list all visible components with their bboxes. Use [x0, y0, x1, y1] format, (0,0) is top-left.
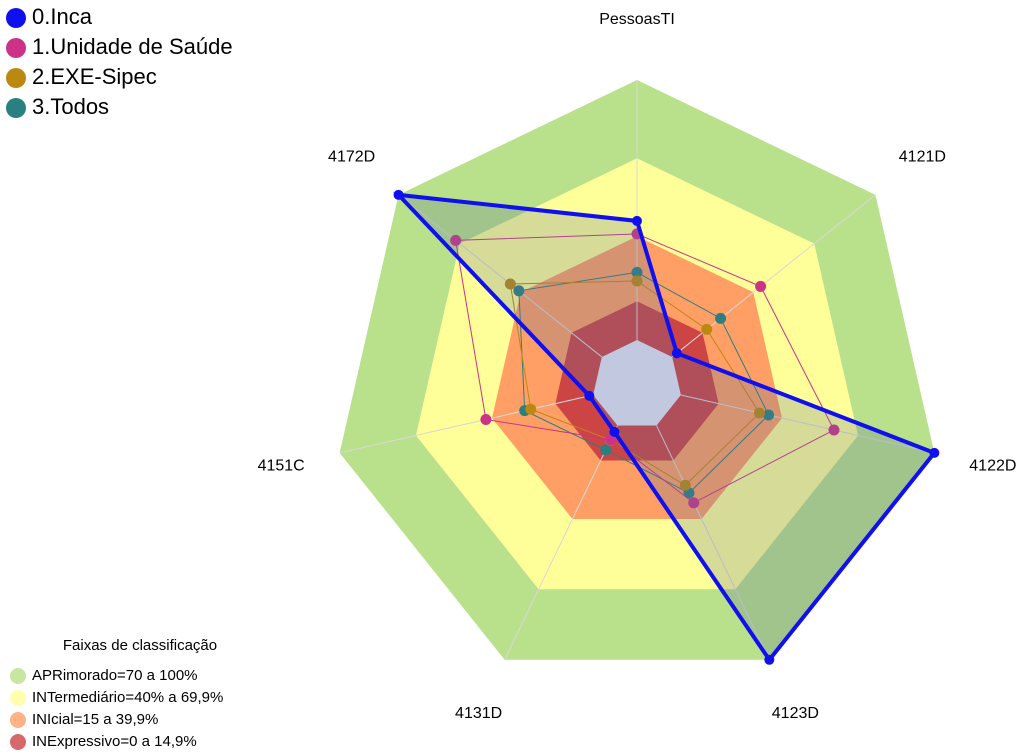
point [631, 275, 643, 287]
point [764, 654, 775, 665]
series-line [393, 192, 938, 664]
axis-label: PessoasTI [599, 11, 675, 28]
series-line [455, 233, 835, 504]
axis-label: 4151C [258, 457, 305, 474]
series-line [518, 271, 770, 494]
legend-marker [6, 98, 26, 118]
legend-marker [6, 68, 26, 88]
axis-label: 4123D [772, 705, 819, 722]
band-legend-label: INExpressivo=0 a 14,9% [32, 733, 197, 750]
band-legend-marker [10, 690, 26, 706]
point [605, 434, 617, 446]
point [450, 234, 462, 246]
legend-label: 2.EXE-Sipec [32, 64, 157, 89]
point [504, 278, 516, 290]
point [679, 479, 691, 491]
point [513, 285, 525, 297]
point [632, 215, 642, 226]
point [609, 426, 620, 437]
point [631, 266, 643, 278]
axis-label: 4121D [899, 149, 946, 166]
spoke [339, 394, 594, 454]
legend-label: 0.Inca [32, 4, 93, 29]
point [584, 390, 595, 401]
point [828, 424, 840, 436]
point [671, 348, 682, 359]
band-legend-marker [10, 734, 26, 750]
point [701, 323, 713, 335]
point [600, 444, 612, 456]
point [755, 280, 767, 292]
legend-label: 3.Todos [32, 94, 109, 119]
spoke [656, 425, 770, 661]
point [753, 407, 765, 419]
legend-label: 1.Unidade de Saúde [32, 34, 233, 59]
band-legend-label: INIcial=15 a 39,9% [32, 711, 158, 728]
bands-legend-title: Faixas de classificação [63, 637, 217, 654]
point [525, 403, 537, 415]
legend-marker [6, 38, 26, 58]
band-legend-marker [10, 712, 26, 728]
point [929, 447, 940, 458]
point [480, 413, 492, 425]
axis-label: 4131D [455, 705, 502, 722]
band-legend-label: APRimorado=70 a 100% [32, 667, 198, 684]
spoke [504, 425, 618, 661]
point [688, 497, 700, 509]
legend-marker [6, 8, 26, 28]
point [715, 312, 727, 324]
hole [593, 340, 681, 426]
axis-label: 4122D [969, 457, 1016, 474]
series-line [509, 280, 761, 486]
spoke [680, 394, 935, 454]
point [393, 189, 404, 200]
spoke [398, 194, 603, 358]
axis-label: 4172D [328, 149, 375, 166]
band-legend-marker [10, 668, 26, 684]
band-legend-label: INTermediário=40% a 69,9% [32, 689, 223, 706]
point [763, 409, 775, 421]
